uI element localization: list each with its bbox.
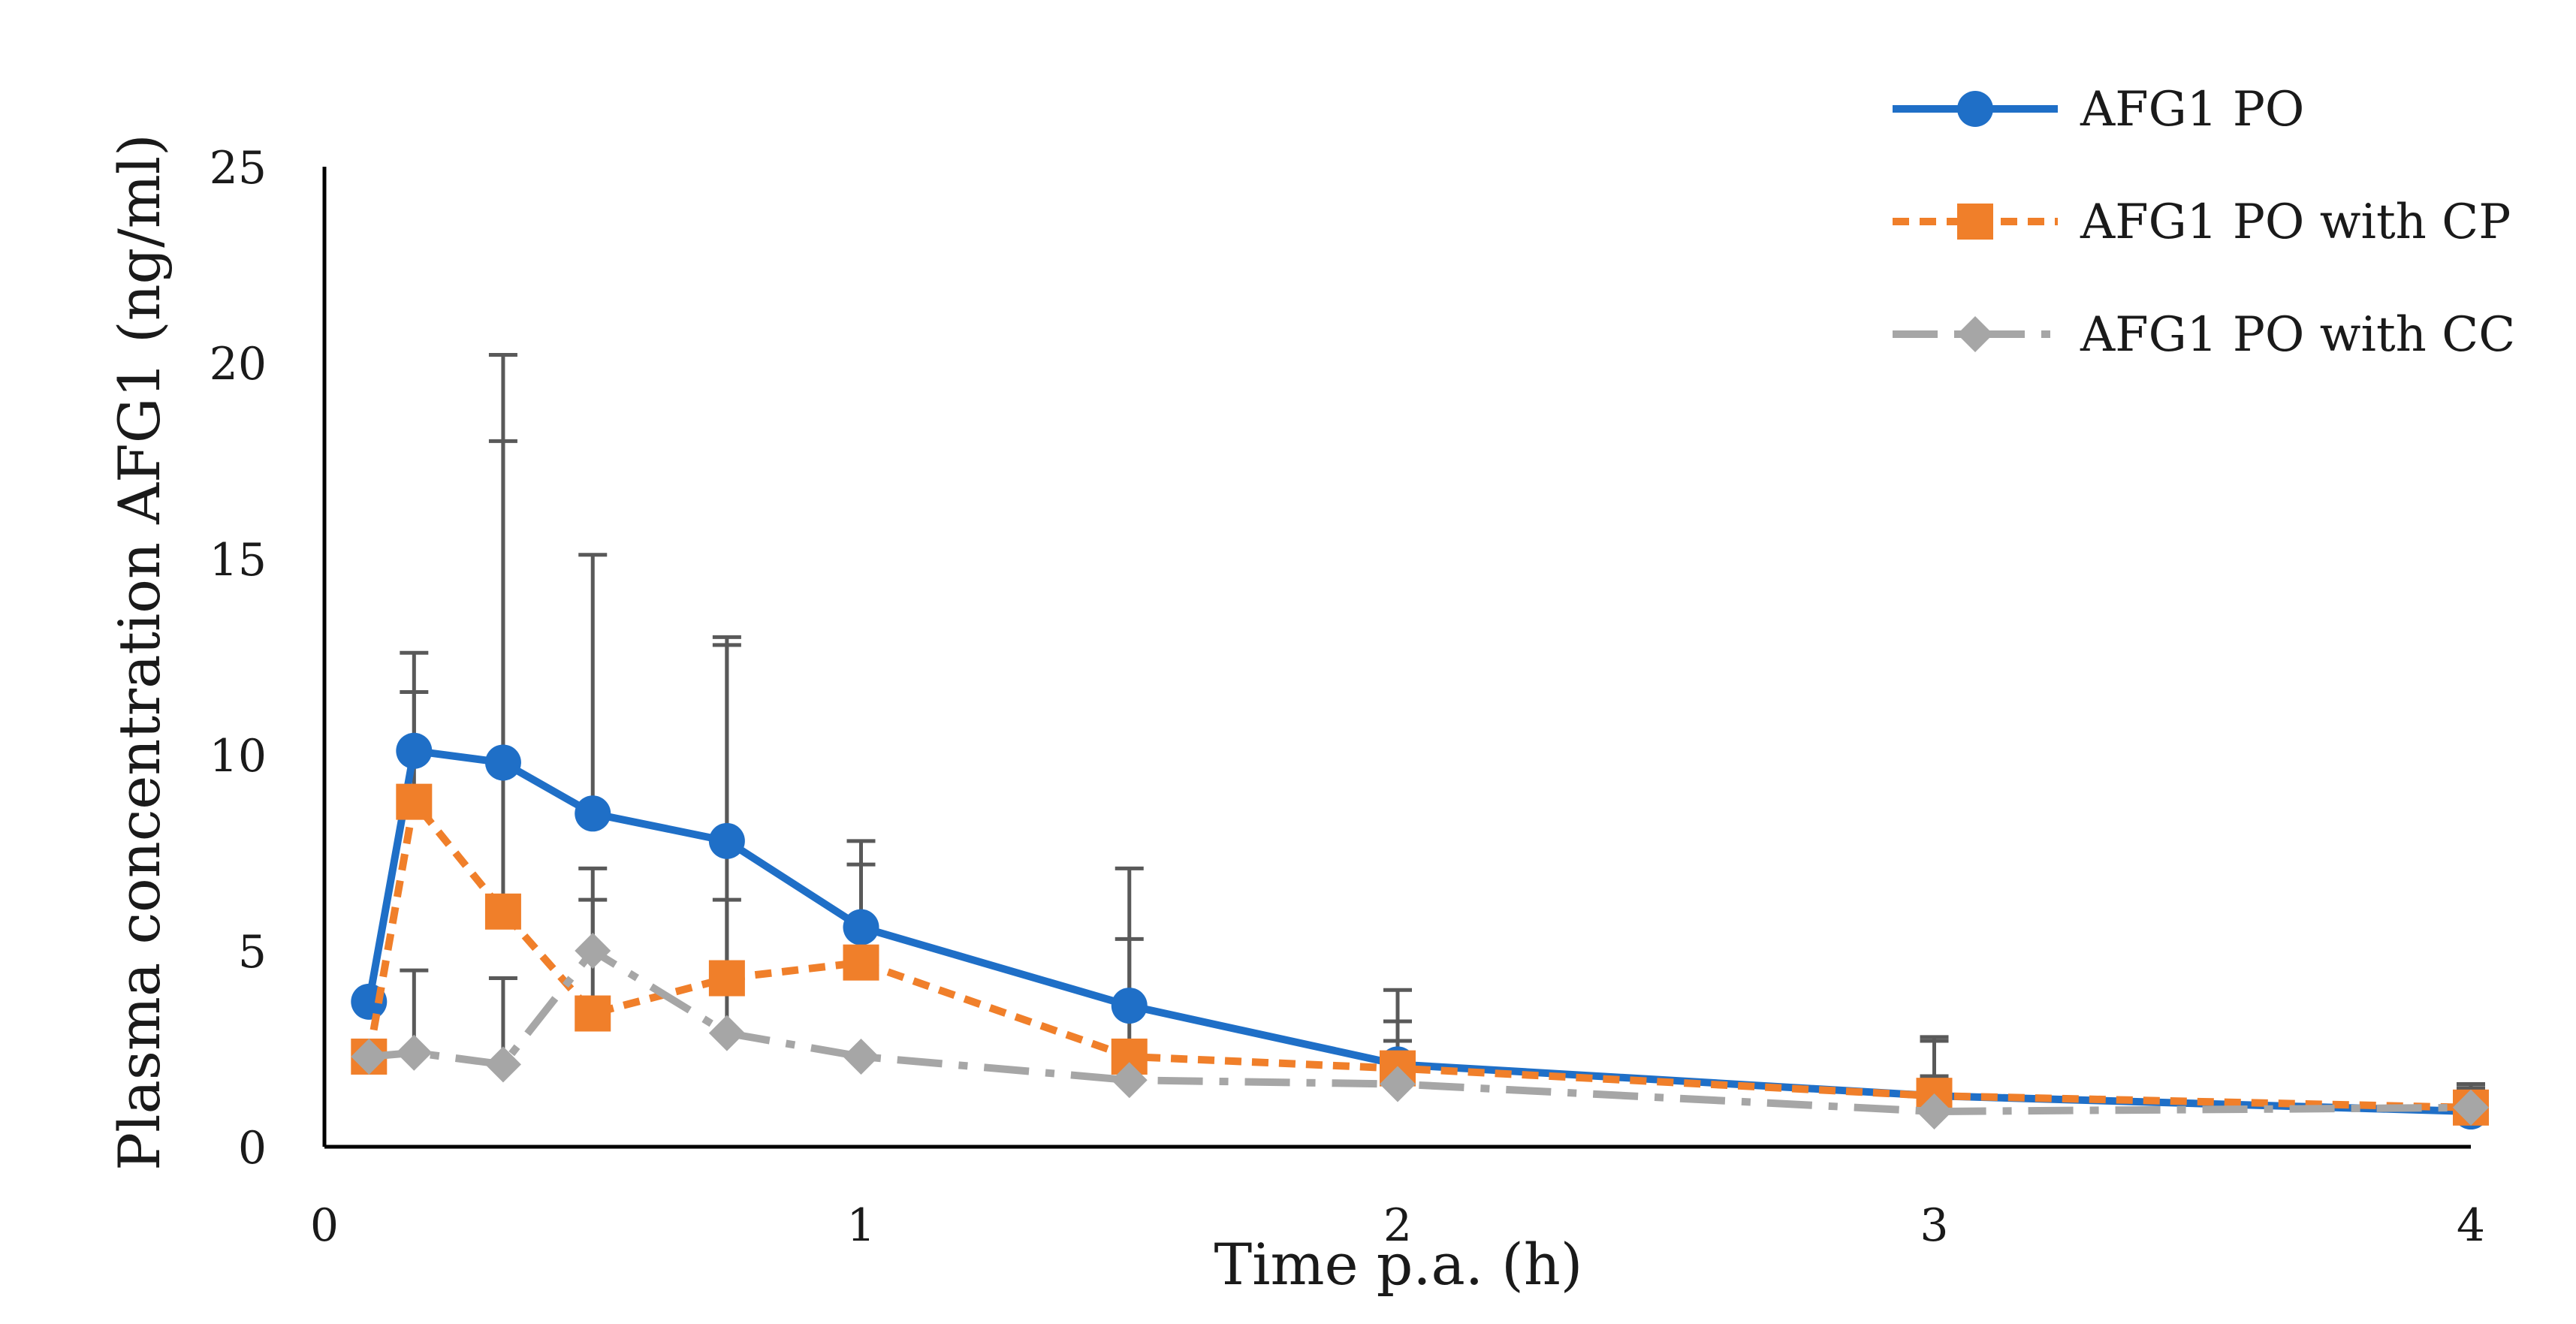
legend-label: AFG1 PO with CP	[2080, 195, 2511, 250]
legend-label: AFG1 PO with CC	[2080, 307, 2515, 363]
data-point	[2453, 1089, 2489, 1126]
x-axis-title: Time p.a. (h)	[1214, 1231, 1583, 1298]
y-tick-label: 0	[238, 1122, 267, 1175]
x-tick-label: 1	[846, 1199, 875, 1252]
data-point	[484, 1046, 521, 1083]
error-bars-layer	[400, 353, 2485, 1112]
data-point	[708, 822, 745, 859]
y-tick-label: 10	[210, 730, 267, 783]
legend-item: AFG1 PO with CP	[1893, 195, 2511, 250]
y-tick-label: 20	[210, 338, 267, 391]
series-layer	[351, 732, 2489, 1130]
data-point	[843, 944, 879, 981]
data-point	[1111, 988, 1148, 1024]
x-tick-label: 2	[1383, 1199, 1412, 1252]
series-3	[351, 933, 2489, 1130]
y-tick-label: 25	[210, 142, 267, 195]
series-line	[365, 746, 2472, 1116]
legend-marker	[1957, 316, 1993, 352]
legend-item: AFG1 PO with CC	[1893, 307, 2515, 363]
data-point	[1111, 1062, 1148, 1099]
x-tick-label: 0	[310, 1199, 339, 1252]
y-tick-label: 5	[238, 926, 267, 979]
x-tick-label: 3	[1920, 1199, 1948, 1252]
legend-item: AFG1 PO	[1893, 82, 2304, 137]
data-point	[396, 1034, 433, 1071]
tick-labels-layer: 0 5 10 15 20 25 0 1 2 3 4	[210, 142, 2485, 1252]
data-point	[1380, 1066, 1416, 1102]
axes-layer	[322, 167, 2471, 1149]
data-point	[484, 744, 521, 781]
legend-marker	[1957, 91, 1993, 127]
data-point	[843, 909, 879, 945]
x-tick-label: 4	[2457, 1199, 2485, 1252]
data-point	[708, 1015, 745, 1051]
data-point	[396, 732, 433, 769]
legend: AFG1 PO AFG1 PO with CP AFG1 PO with CC	[1893, 82, 2515, 363]
legend-marker	[1957, 204, 1993, 240]
data-point	[484, 893, 521, 930]
series-2	[351, 783, 2489, 1126]
series-line	[368, 947, 2472, 1116]
legend-label: AFG1 PO	[2080, 82, 2304, 137]
data-point	[396, 783, 433, 820]
data-point	[575, 995, 611, 1032]
data-point	[575, 933, 611, 969]
data-point	[351, 1038, 388, 1075]
y-axis-title: Plasma concentration AFG1 (ng/ml)	[106, 134, 173, 1171]
series-line	[365, 798, 2472, 1111]
y-tick-label: 15	[210, 534, 267, 587]
data-point	[1916, 1093, 1953, 1130]
data-point	[575, 795, 611, 832]
data-point	[708, 960, 745, 997]
data-point	[843, 1038, 879, 1075]
